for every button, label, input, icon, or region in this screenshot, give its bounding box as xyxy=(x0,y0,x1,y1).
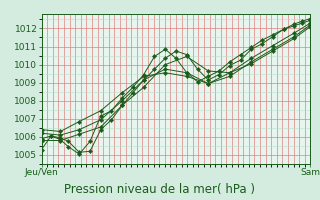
Text: Pression niveau de la mer( hPa ): Pression niveau de la mer( hPa ) xyxy=(65,183,255,196)
